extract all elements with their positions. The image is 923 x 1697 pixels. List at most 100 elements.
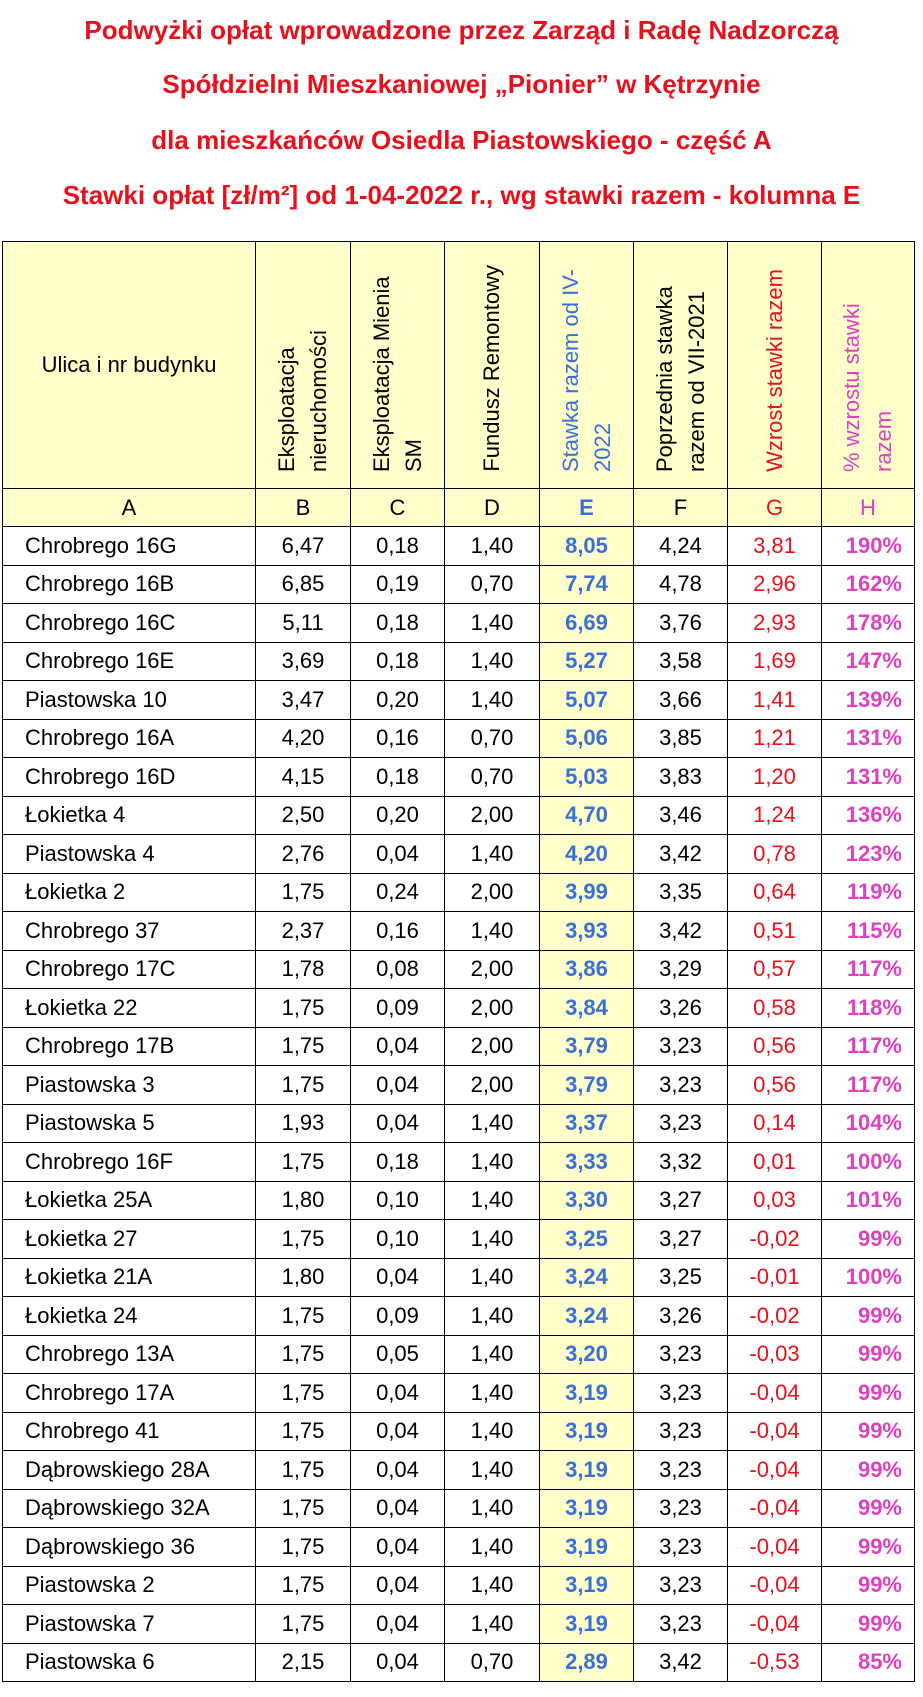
rate-cell: 0,04 (350, 1642, 445, 1682)
rate-cell: 8,05 (539, 526, 634, 566)
rate-cell: 1,75 (255, 1411, 351, 1451)
rate-cell: 3,27 (633, 1180, 728, 1220)
rate-cell: 139% (821, 680, 915, 720)
data-row: Piastowska 7 1,75 0,04 1,40 3,19 3,23 -0,04 99% (2, 1604, 915, 1644)
data-row: Łokietka 4 2,50 0,20 2,00 4,70 3,46 1,24 136% (2, 795, 915, 835)
rate-cell: 3,79 (539, 1065, 634, 1105)
rate-cell: 1,75 (255, 1604, 351, 1644)
building-cell: Łokietka 21A (2, 1257, 256, 1297)
rate-cell: 3,42 (633, 834, 728, 874)
rate-cell: 3,35 (633, 872, 728, 912)
rate-cell: 118% (821, 988, 915, 1028)
rate-cell: 99% (821, 1604, 915, 1644)
rate-cell: 2,37 (255, 911, 351, 951)
rate-cell: 3,19 (539, 1565, 634, 1605)
rate-cell: -0,04 (727, 1488, 822, 1528)
rate-cell: 1,40 (444, 1103, 540, 1143)
rate-cell: 0,18 (350, 1142, 445, 1182)
rate-cell: 3,23 (633, 1411, 728, 1451)
data-row: Chrobrego 16G 6,47 0,18 1,40 8,05 4,24 3,81 190… (2, 526, 915, 566)
rate-cell: 3,23 (633, 1103, 728, 1143)
rate-cell: 1,78 (255, 949, 351, 989)
rate-cell: 0,14 (727, 1103, 822, 1143)
column-header: % wzrostu stawki razem (821, 241, 915, 489)
column-header: Ulica i nr budynku (2, 241, 256, 489)
rate-cell: 3,69 (255, 641, 351, 681)
rate-cell: 0,04 (350, 1026, 445, 1066)
rate-cell: 1,40 (444, 1142, 540, 1182)
column-letter: D (444, 488, 540, 527)
building-cell: Piastowska 3 (2, 1065, 256, 1105)
rate-cell: 2,96 (727, 564, 822, 604)
column-header-text: Eksploatacja nieruchomości (274, 330, 331, 472)
rate-cell: 1,40 (444, 641, 540, 681)
rate-cell: 3,83 (633, 757, 728, 797)
rate-cell: 1,69 (727, 641, 822, 681)
rate-cell: 1,40 (444, 834, 540, 874)
building-cell: Łokietka 22 (2, 988, 256, 1028)
rate-cell: 1,75 (255, 1065, 351, 1105)
rate-cell: -0,01 (727, 1257, 822, 1297)
rate-cell: 0,24 (350, 872, 445, 912)
building-cell: Chrobrego 13A (2, 1334, 256, 1374)
rate-cell: 99% (821, 1565, 915, 1605)
rate-cell: 3,19 (539, 1411, 634, 1451)
rate-cell: 3,76 (633, 603, 728, 643)
rate-cell: 2,76 (255, 834, 351, 874)
data-row: Chrobrego 16C 5,11 0,18 1,40 6,69 3,76 2,93 178… (2, 603, 915, 643)
rate-cell: 4,20 (539, 834, 634, 874)
rate-cell: 0,10 (350, 1219, 445, 1259)
data-row: Piastowska 10 3,47 0,20 1,40 5,07 3,66 1,41 139… (2, 680, 915, 720)
rate-cell: 3,42 (633, 1642, 728, 1682)
rate-cell: 0,16 (350, 911, 445, 951)
rate-cell: 0,18 (350, 757, 445, 797)
building-cell: Piastowska 7 (2, 1604, 256, 1644)
rate-cell: 0,05 (350, 1334, 445, 1374)
building-cell: Chrobrego 41 (2, 1411, 256, 1451)
rate-cell: 0,56 (727, 1026, 822, 1066)
rate-cell: 0,16 (350, 718, 445, 758)
data-row: Chrobrego 13A 1,75 0,05 1,40 3,20 3,23 -0,03 99… (2, 1334, 915, 1374)
rate-cell: 0,57 (727, 949, 822, 989)
rate-cell: 99% (821, 1488, 915, 1528)
rate-cell: 131% (821, 757, 915, 797)
building-cell: Chrobrego 16G (2, 526, 256, 566)
rate-cell: 5,06 (539, 718, 634, 758)
rate-cell: 1,24 (727, 795, 822, 835)
rate-cell: 0,04 (350, 1373, 445, 1413)
building-cell: Piastowska 10 (2, 680, 256, 720)
rate-cell: 104% (821, 1103, 915, 1143)
rate-cell: 1,75 (255, 872, 351, 912)
rate-cell: 117% (821, 949, 915, 989)
rate-cell: 3,19 (539, 1527, 634, 1567)
data-row: Piastowska 3 1,75 0,04 2,00 3,79 3,23 0,56 117% (2, 1065, 915, 1105)
rate-cell: 3,46 (633, 795, 728, 835)
rate-cell: 7,74 (539, 564, 634, 604)
rate-cell: 1,40 (444, 1257, 540, 1297)
rate-cell: 3,23 (633, 1373, 728, 1413)
rate-cell: 0,04 (350, 1565, 445, 1605)
rate-cell: 0,09 (350, 1296, 445, 1336)
building-cell: Chrobrego 16F (2, 1142, 256, 1182)
rate-cell: 1,75 (255, 1219, 351, 1259)
rate-cell: 1,75 (255, 1450, 351, 1490)
building-cell: Dąbrowskiego 36 (2, 1527, 256, 1567)
rate-cell: 3,25 (633, 1257, 728, 1297)
rate-cell: 99% (821, 1411, 915, 1451)
rate-cell: 5,11 (255, 603, 351, 643)
rate-cell: 4,15 (255, 757, 351, 797)
column-header: Stawka razem od IV-2022 (539, 241, 634, 489)
rate-cell: 0,70 (444, 757, 540, 797)
building-cell: Łokietka 27 (2, 1219, 256, 1259)
rate-cell: 123% (821, 834, 915, 874)
column-letter: B (255, 488, 351, 527)
rate-cell: 3,25 (539, 1219, 634, 1259)
rate-cell: 3,19 (539, 1450, 634, 1490)
rate-cell: 3,99 (539, 872, 634, 912)
rate-cell: 3,33 (539, 1142, 634, 1182)
rate-cell: 136% (821, 795, 915, 835)
building-cell: Łokietka 4 (2, 795, 256, 835)
data-row: Chrobrego 16F 1,75 0,18 1,40 3,33 3,32 0,01 100… (2, 1142, 915, 1182)
